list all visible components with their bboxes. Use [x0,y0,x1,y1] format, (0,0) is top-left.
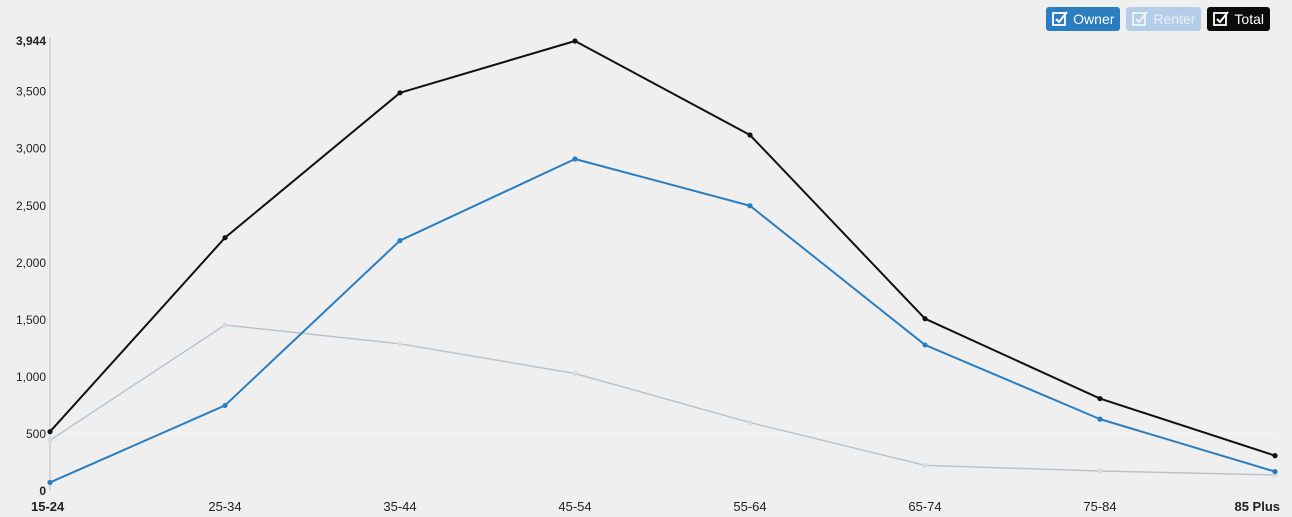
x-tick-label: 65-74 [908,499,941,514]
owner-point [397,237,403,244]
owner-point [572,156,578,162]
series-renter [47,322,1278,478]
total-point [222,235,228,241]
owner-point [222,402,228,409]
owner-toggle-button[interactable]: Owner [1046,7,1121,31]
total-point [47,429,53,435]
total-toggle-button[interactable]: Total [1207,7,1270,31]
owner-point [47,479,53,486]
total-point [1272,453,1278,459]
total-point [572,38,578,44]
chart-axes [49,37,1275,491]
x-tick-label: 75-84 [1083,499,1116,514]
x-tick-label: 45-54 [558,499,591,514]
total-line [49,40,1276,457]
renter-label: Renter [1153,11,1196,27]
total-point [1097,395,1103,402]
y-tick-label: 0 [39,484,46,498]
x-tick-label: 55-64 [733,499,766,514]
x-tick-label: 25-34 [208,499,241,514]
y-tick-label: 3,944 [16,34,46,48]
total-point [397,90,403,96]
total-point [922,316,928,322]
owner-point [747,203,753,209]
x-tick-label: 15-24 [31,499,65,514]
y-tick-label: 500 [26,427,46,441]
checkbox-checked-icon [1052,11,1068,26]
owner-line [49,157,1276,484]
checkbox-checked-icon [1213,11,1230,26]
renter-point [922,462,928,468]
renter-point [47,437,53,443]
chart-legend: Owner Renter Total [1046,7,1270,31]
owner-point [1097,416,1103,422]
total-point [747,132,753,138]
owner-point [1272,469,1278,475]
owner-label: Owner [1073,11,1115,27]
renter-point [572,370,578,377]
checkbox-checked-icon [1132,11,1149,26]
y-axis-ticks: 0 500 1,000 1,500 2,000 2,500 3,000 3,500 3,944 [16,34,46,498]
renter-toggle-button[interactable]: Renter [1126,7,1202,31]
series-owner [47,156,1278,486]
series-total [47,38,1278,459]
chart-series [47,38,1278,486]
renter-point [1097,468,1103,474]
x-tick-label: 35-44 [383,499,416,514]
x-tick-label: 85 Plus [1234,499,1280,514]
y-tick-label: 1,000 [16,370,46,384]
y-tick-label: 3,500 [16,85,46,99]
y-tick-label: 3,000 [16,142,46,156]
renter-point [397,341,403,347]
renter-point [747,419,753,426]
renter-line [49,324,1276,476]
renter-point [222,322,228,328]
y-tick-label: 2,000 [16,256,46,270]
y-tick-label: 2,500 [16,199,46,213]
total-label: Total [1234,11,1264,27]
owner-point [922,342,928,348]
y-tick-label: 1,500 [16,313,46,327]
x-axis-ticks: 15-24 25-34 35-44 45-54 55-64 65-74 75-84 85 Pl… [31,499,1280,514]
